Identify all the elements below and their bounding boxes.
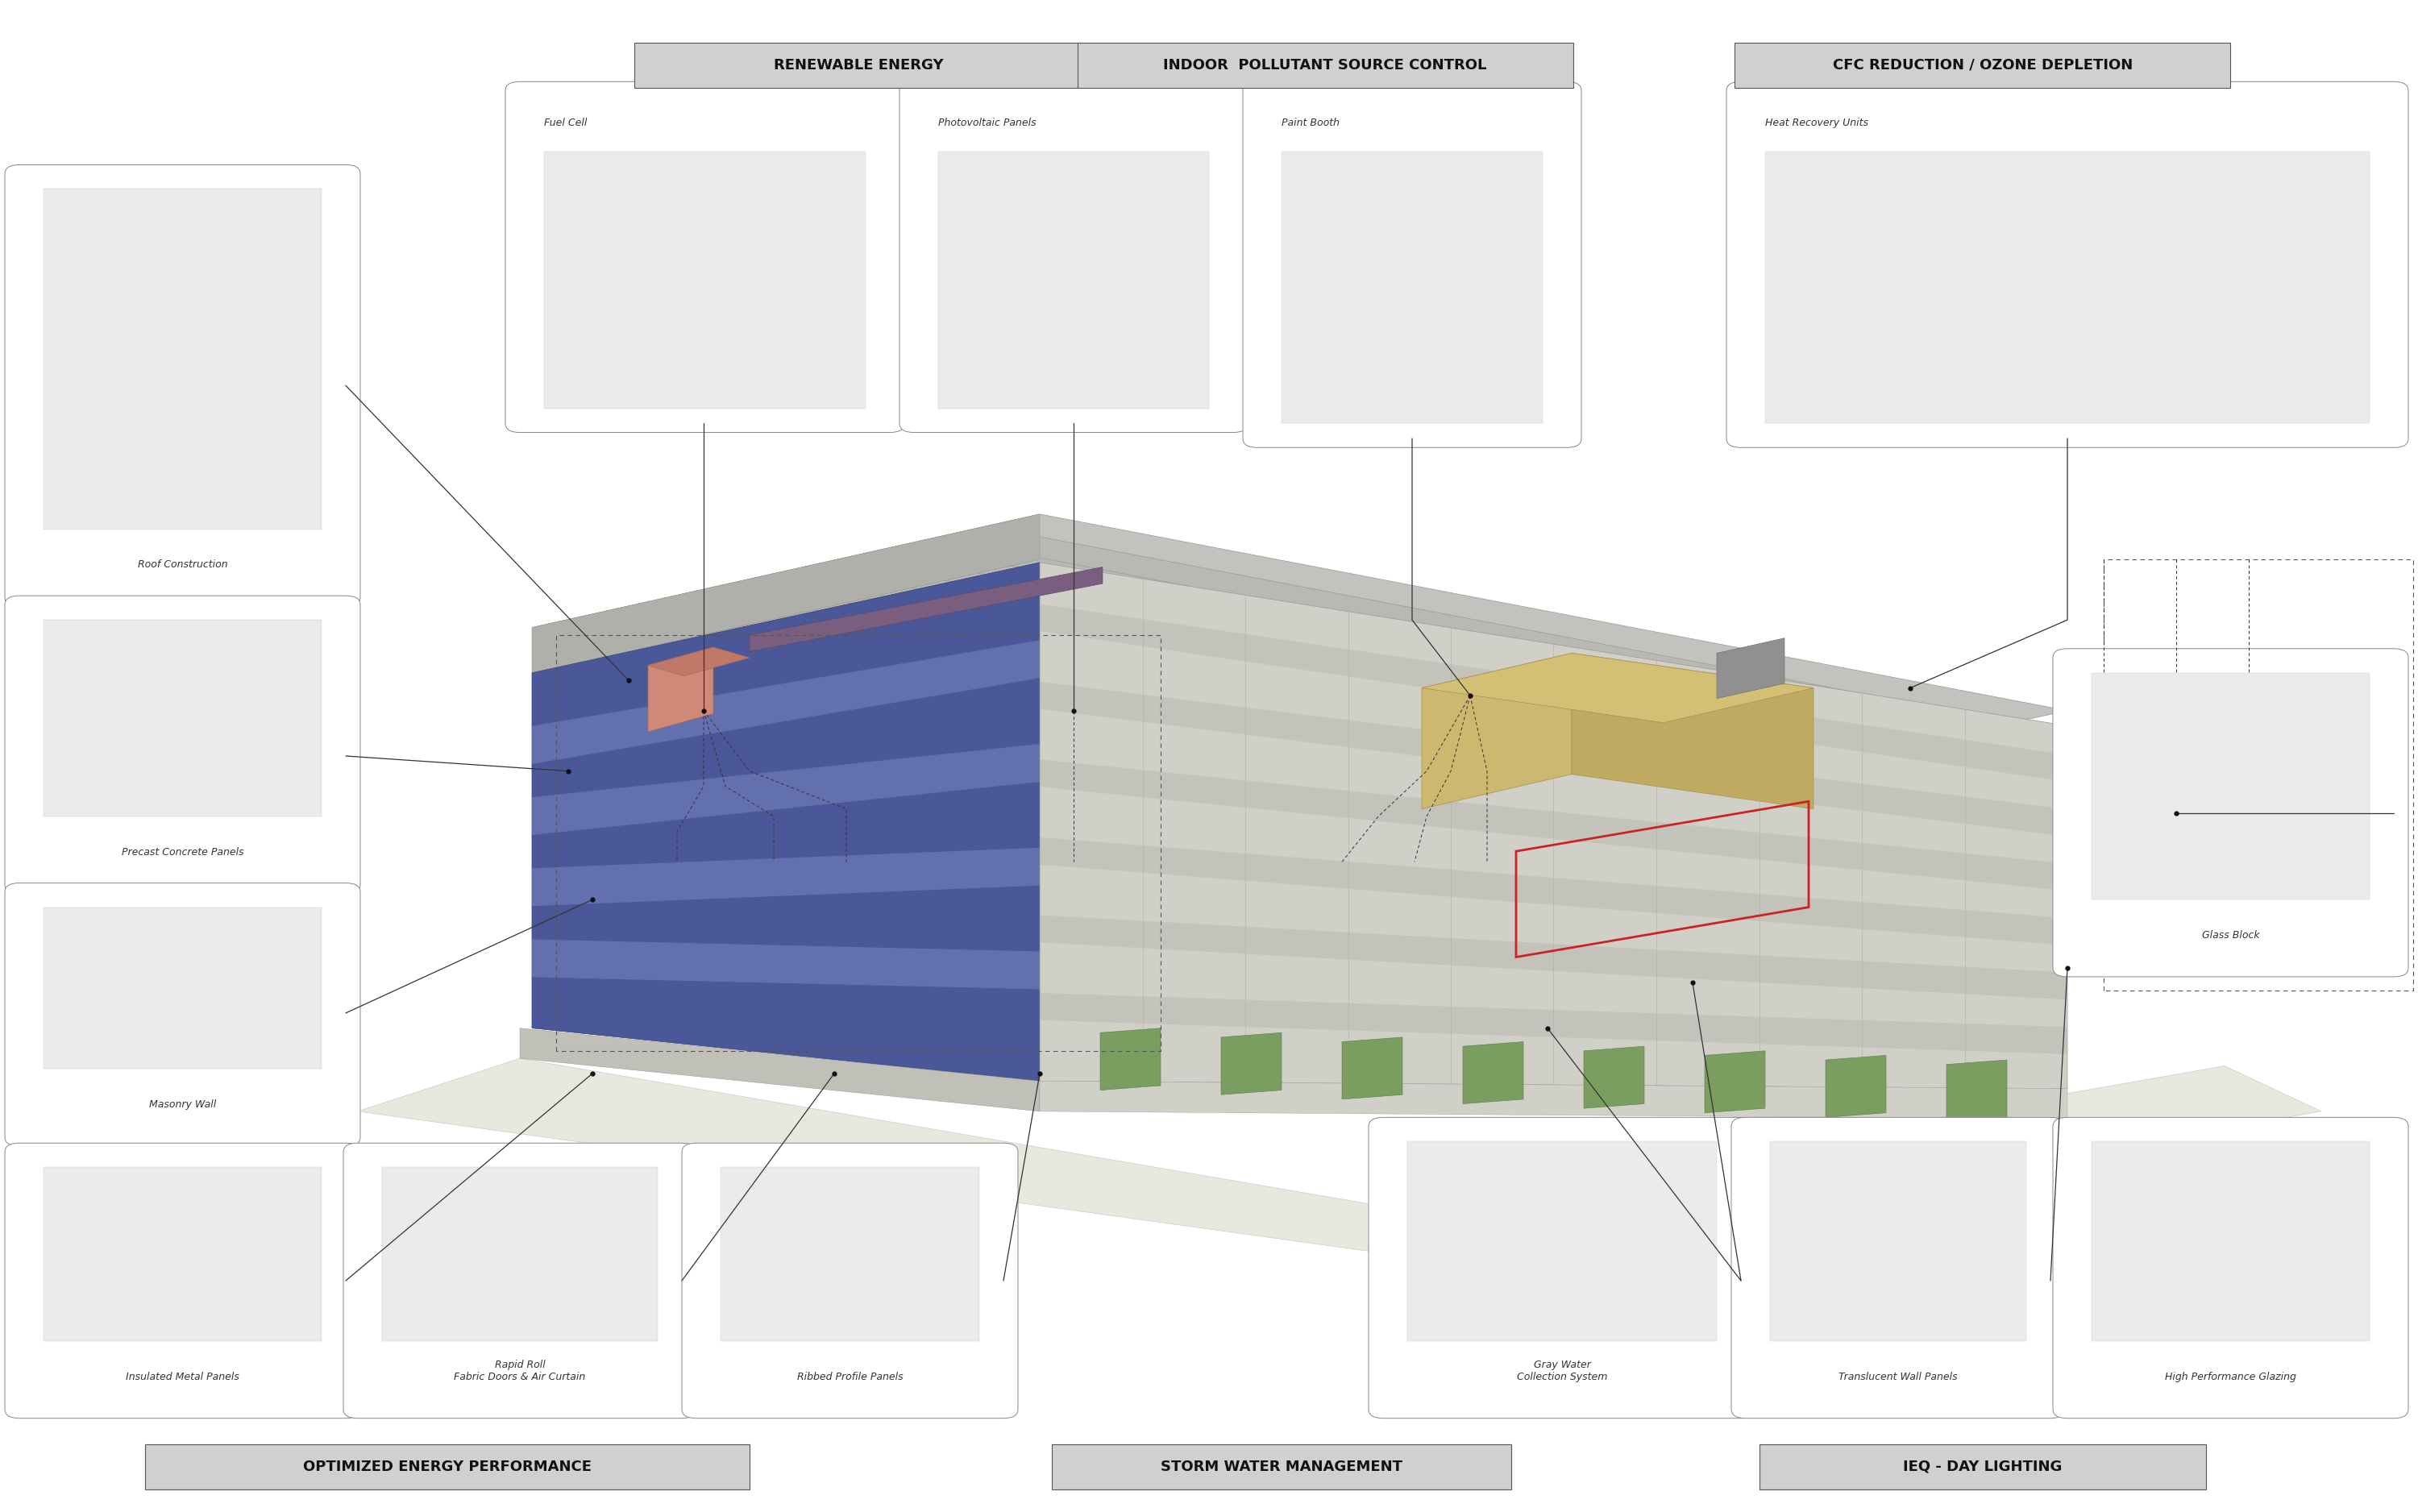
Text: OPTIMIZED ENERGY PERFORMANCE: OPTIMIZED ENERGY PERFORMANCE xyxy=(302,1459,592,1474)
Polygon shape xyxy=(1040,759,2067,891)
FancyBboxPatch shape xyxy=(1407,1142,1717,1341)
Polygon shape xyxy=(532,514,1040,673)
Polygon shape xyxy=(1040,838,2067,945)
FancyBboxPatch shape xyxy=(1726,82,2408,448)
Polygon shape xyxy=(750,567,1103,652)
Text: Gray Water
Collection System: Gray Water Collection System xyxy=(1516,1359,1608,1382)
FancyBboxPatch shape xyxy=(5,883,360,1146)
FancyBboxPatch shape xyxy=(145,1444,750,1489)
Polygon shape xyxy=(556,537,2031,839)
FancyBboxPatch shape xyxy=(2053,1117,2408,1418)
Polygon shape xyxy=(532,939,1040,989)
Polygon shape xyxy=(1584,1046,1644,1108)
FancyBboxPatch shape xyxy=(2092,673,2370,900)
FancyBboxPatch shape xyxy=(899,82,1248,432)
Text: Ribbed Profile Panels: Ribbed Profile Panels xyxy=(798,1371,902,1382)
Polygon shape xyxy=(1572,653,1814,809)
Text: Glass Block: Glass Block xyxy=(2203,930,2258,940)
Text: Photovoltaic Panels: Photovoltaic Panels xyxy=(938,118,1037,129)
FancyBboxPatch shape xyxy=(682,1143,1018,1418)
Text: INDOOR  POLLUTANT SOURCE CONTROL: INDOOR POLLUTANT SOURCE CONTROL xyxy=(1163,57,1487,73)
FancyBboxPatch shape xyxy=(44,620,322,816)
Polygon shape xyxy=(1717,638,1784,699)
FancyBboxPatch shape xyxy=(505,82,904,432)
Polygon shape xyxy=(532,848,1040,906)
FancyBboxPatch shape xyxy=(721,1167,979,1341)
Polygon shape xyxy=(1100,1028,1161,1090)
FancyBboxPatch shape xyxy=(1243,82,1581,448)
Text: Masonry Wall: Masonry Wall xyxy=(150,1099,215,1110)
Text: Translucent Wall Panels: Translucent Wall Panels xyxy=(1838,1371,1959,1382)
FancyBboxPatch shape xyxy=(1765,151,2370,423)
FancyBboxPatch shape xyxy=(1078,42,1574,88)
Polygon shape xyxy=(1040,562,2067,1089)
Polygon shape xyxy=(1040,1081,2067,1119)
Text: Precast Concrete Panels: Precast Concrete Panels xyxy=(121,847,244,857)
Text: CFC REDUCTION / OZONE DEPLETION: CFC REDUCTION / OZONE DEPLETION xyxy=(1833,57,2133,73)
FancyBboxPatch shape xyxy=(44,907,322,1069)
Text: Roof Construction: Roof Construction xyxy=(138,559,227,570)
Polygon shape xyxy=(1221,1033,1282,1095)
Polygon shape xyxy=(648,647,750,676)
Polygon shape xyxy=(648,647,713,732)
Polygon shape xyxy=(532,514,2067,824)
Polygon shape xyxy=(1040,682,2067,836)
FancyBboxPatch shape xyxy=(382,1167,658,1341)
Text: Paint Booth: Paint Booth xyxy=(1282,118,1340,129)
FancyBboxPatch shape xyxy=(44,1167,322,1341)
Text: High Performance Glazing: High Performance Glazing xyxy=(2164,1371,2297,1382)
Polygon shape xyxy=(1826,1055,1886,1117)
Polygon shape xyxy=(532,640,1040,764)
Text: RENEWABLE ENERGY: RENEWABLE ENERGY xyxy=(774,57,943,73)
FancyBboxPatch shape xyxy=(343,1143,696,1418)
Text: IEQ - DAY LIGHTING: IEQ - DAY LIGHTING xyxy=(1903,1459,2063,1474)
FancyBboxPatch shape xyxy=(938,151,1209,408)
FancyBboxPatch shape xyxy=(1758,1444,2205,1489)
Text: Fuel Cell: Fuel Cell xyxy=(544,118,588,129)
FancyBboxPatch shape xyxy=(44,189,322,529)
Polygon shape xyxy=(520,1028,1040,1111)
Text: Heat Recovery Units: Heat Recovery Units xyxy=(1765,118,1869,129)
Polygon shape xyxy=(1342,1037,1402,1099)
FancyBboxPatch shape xyxy=(2053,649,2408,977)
FancyBboxPatch shape xyxy=(1770,1142,2026,1341)
Text: Insulated Metal Panels: Insulated Metal Panels xyxy=(126,1371,239,1382)
Text: Rapid Roll
Fabric Doors & Air Curtain: Rapid Roll Fabric Doors & Air Curtain xyxy=(455,1359,585,1382)
FancyBboxPatch shape xyxy=(5,165,360,606)
Polygon shape xyxy=(1946,1060,2007,1122)
Polygon shape xyxy=(1040,915,2067,999)
Polygon shape xyxy=(532,744,1040,835)
FancyBboxPatch shape xyxy=(1282,151,1543,423)
FancyBboxPatch shape xyxy=(1052,1444,1511,1489)
Polygon shape xyxy=(1463,1042,1523,1104)
Text: STORM WATER MANAGEMENT: STORM WATER MANAGEMENT xyxy=(1161,1459,1402,1474)
Polygon shape xyxy=(1705,1051,1765,1113)
Polygon shape xyxy=(1422,653,1814,723)
Polygon shape xyxy=(532,562,1040,1081)
Polygon shape xyxy=(1040,603,2067,782)
Polygon shape xyxy=(1422,653,1572,809)
FancyBboxPatch shape xyxy=(5,596,360,894)
FancyBboxPatch shape xyxy=(544,151,866,408)
Polygon shape xyxy=(358,1058,2321,1263)
FancyBboxPatch shape xyxy=(1731,1117,2065,1418)
FancyBboxPatch shape xyxy=(1369,1117,1755,1418)
Polygon shape xyxy=(1040,993,2067,1054)
FancyBboxPatch shape xyxy=(2092,1142,2370,1341)
FancyBboxPatch shape xyxy=(5,1143,360,1418)
FancyBboxPatch shape xyxy=(634,42,1081,88)
FancyBboxPatch shape xyxy=(1734,42,2229,88)
